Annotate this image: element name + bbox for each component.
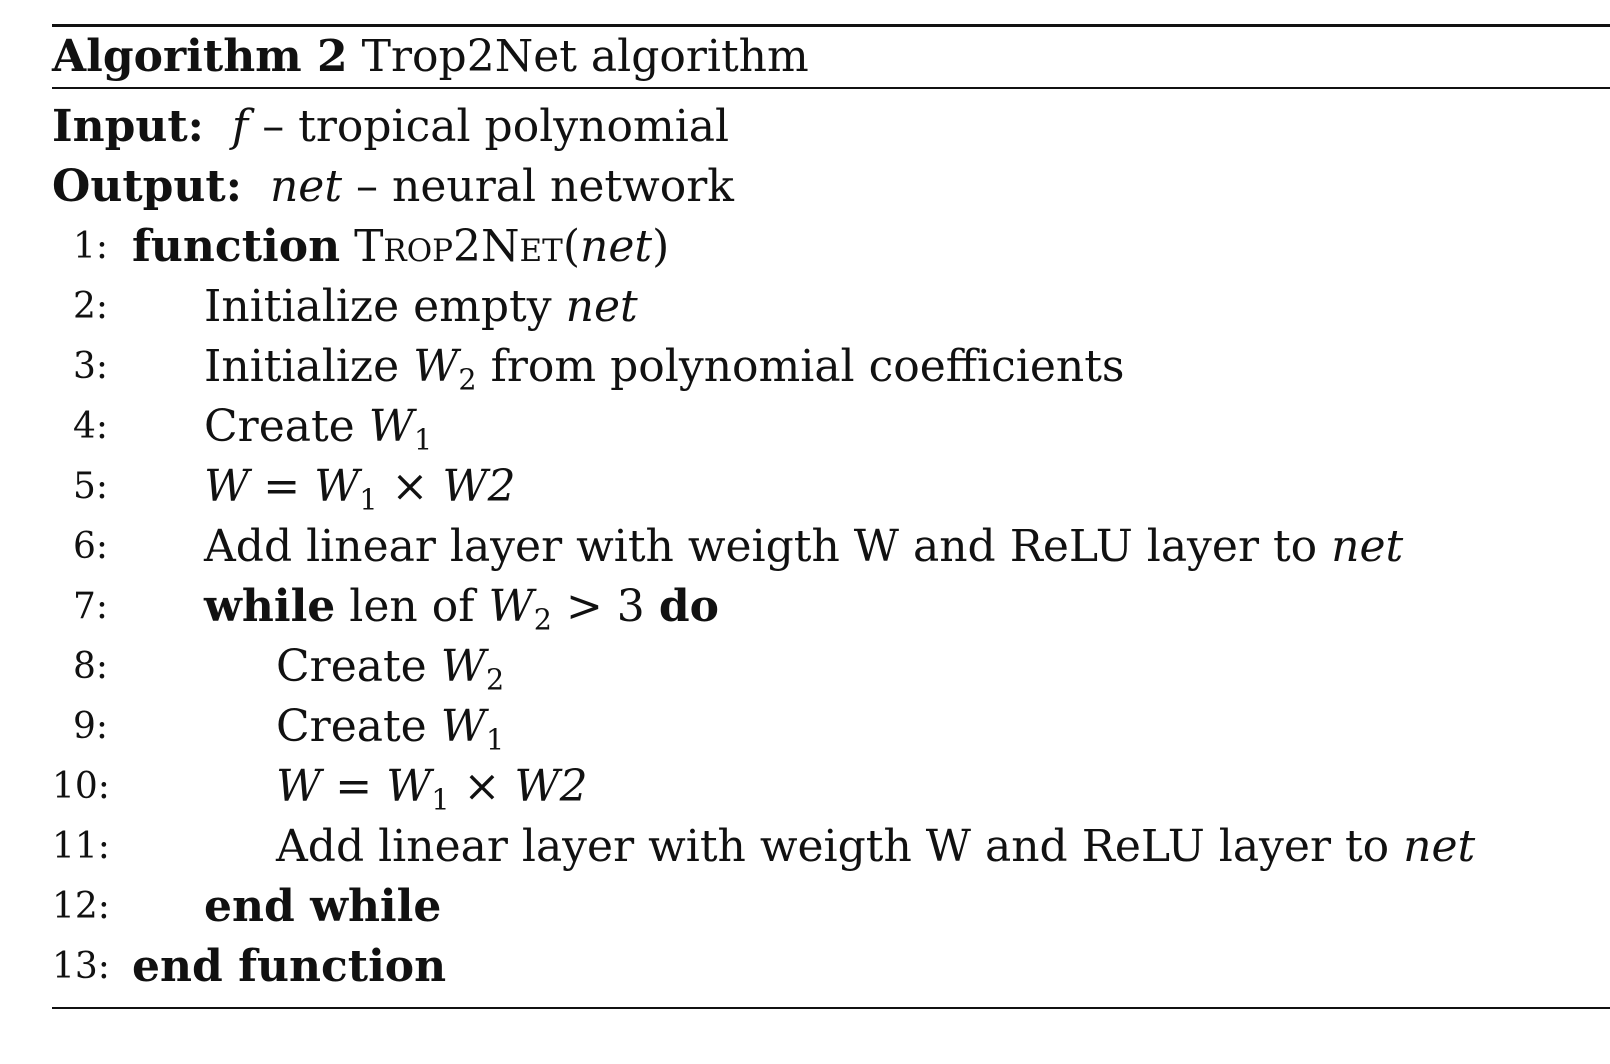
line-text: len of — [349, 581, 475, 632]
line-content: W = W1 × W2 — [276, 757, 588, 817]
algo-line: 13: end function — [52, 937, 1610, 997]
line-text: Create — [276, 641, 427, 692]
line-var: W — [314, 461, 360, 512]
algo-line: 12: end while — [52, 877, 1610, 937]
line-subscript: 1 — [359, 482, 378, 517]
line-number: 8: — [72, 646, 108, 687]
input-label: Input: — [52, 101, 204, 152]
paren-open: ( — [562, 221, 581, 272]
line-number: 7: — [72, 586, 108, 627]
paren-close: ) — [652, 221, 670, 272]
input-var: f — [231, 101, 249, 152]
line-subscript: 1 — [413, 422, 433, 457]
line-subscript: 2 — [533, 602, 552, 637]
line-content: Create W1 — [204, 397, 432, 457]
line-subscript: 1 — [485, 722, 505, 757]
algo-line: 2: Initialize empty net — [52, 277, 1610, 337]
output-desc: – neural network — [356, 161, 734, 212]
algo-line: 5: W = W1 × W2 — [52, 457, 1610, 517]
line-content: W = W1 × W2 — [204, 457, 516, 517]
equation-equals: = — [263, 461, 301, 512]
line-var: W — [488, 581, 534, 632]
line-number: 5: — [72, 466, 108, 507]
line-content: Create W1 — [276, 697, 504, 757]
algo-line: 6: Add linear layer with weigth W and Re… — [52, 517, 1610, 577]
output-label: Output: — [52, 161, 242, 212]
algorithm-caption: Algorithm 2 Trop2Net algorithm — [52, 27, 1610, 87]
line-text: Create — [204, 401, 355, 452]
line-var: net — [1331, 521, 1404, 572]
algo-line: 1: function Trop2Net(net) — [52, 217, 1610, 277]
output-var: net — [269, 161, 343, 212]
line-number: 3: — [72, 346, 108, 387]
line-content: Create W2 — [276, 637, 504, 697]
function-arg: net — [580, 221, 653, 272]
line-content: function Trop2Net(net) — [132, 217, 669, 277]
top-rule — [52, 24, 1610, 27]
line-text: Initialize empty — [204, 281, 552, 332]
equation-rhs: W2 — [514, 761, 588, 812]
line-number: 2: — [72, 286, 108, 327]
line-var: net — [565, 281, 638, 332]
line-var: net — [1403, 821, 1476, 872]
keyword: end while — [204, 881, 442, 932]
algorithm-block: Algorithm 2 Trop2Net algorithm Input: f … — [52, 24, 1610, 1009]
algo-line: 3: Initialize W2 from polynomial coeffic… — [52, 337, 1610, 397]
line-number: 13: — [52, 946, 110, 987]
line-text: Add linear layer with weigth W and ReLU … — [204, 521, 1318, 572]
line-text-post: from polynomial coefficients — [490, 341, 1125, 392]
caption-rule — [52, 87, 1610, 89]
line-var: W — [440, 641, 486, 692]
equation-equals: = — [335, 761, 373, 812]
equation-operator: × — [463, 761, 501, 812]
algo-line: 7: while len of W2 > 3 do — [52, 577, 1610, 637]
line-number: 9: — [72, 706, 108, 747]
line-var: W — [368, 401, 414, 452]
algo-line: 11: Add linear layer with weigth W and R… — [52, 817, 1610, 877]
line-var: W — [386, 761, 432, 812]
line-number: 6: — [72, 526, 108, 567]
keyword: function — [132, 221, 341, 272]
equation-rhs: W2 — [442, 461, 516, 512]
line-number: 11: — [52, 826, 110, 867]
algo-line: 9: Create W1 — [52, 697, 1610, 757]
algorithm-label: Algorithm 2 — [52, 31, 348, 82]
line-content: Add linear layer with weigth W and ReLU … — [276, 817, 1475, 877]
function-name: Trop2Net — [354, 221, 563, 272]
input-line: Input: f – tropical polynomial — [52, 97, 1610, 157]
line-subscript: 2 — [485, 662, 505, 697]
algo-line: 8: Create W2 — [52, 637, 1610, 697]
line-number: 1: — [72, 226, 108, 267]
line-number: 4: — [72, 406, 108, 447]
algo-line: 10: W = W1 × W2 — [52, 757, 1610, 817]
algo-line: 4: Create W1 — [52, 397, 1610, 457]
line-content: Add linear layer with weigth W and ReLU … — [204, 517, 1403, 577]
line-number: 12: — [52, 886, 110, 927]
line-var: W — [413, 341, 459, 392]
line-var: W — [440, 701, 486, 752]
comparison: > 3 — [565, 581, 645, 632]
algorithm-title: Trop2Net algorithm — [361, 31, 809, 82]
input-desc: – tropical polynomial — [262, 101, 730, 152]
line-subscript: 1 — [431, 782, 450, 817]
line-content: end function — [132, 937, 446, 997]
line-text: Initialize — [204, 341, 400, 392]
equation-operator: × — [391, 461, 429, 512]
line-subscript: 2 — [458, 362, 477, 397]
line-number: 10: — [52, 766, 110, 807]
keyword: end function — [132, 941, 447, 992]
line-text: Create — [276, 701, 427, 752]
line-content: Initialize W2 from polynomial coefficien… — [204, 337, 1124, 397]
line-content: end while — [204, 877, 441, 937]
line-content: while len of W2 > 3 do — [204, 577, 719, 637]
io-section: Input: f – tropical polynomial Output: n… — [52, 97, 1610, 217]
keyword-do: do — [658, 581, 719, 632]
equation-lhs: W — [276, 761, 322, 812]
line-text: Add linear layer with weigth W and ReLU … — [276, 821, 1390, 872]
bottom-rule — [52, 1007, 1610, 1009]
line-content: Initialize empty net — [204, 277, 638, 337]
keyword: while — [204, 581, 336, 632]
equation-lhs: W — [204, 461, 250, 512]
output-line: Output: net – neural network — [52, 157, 1610, 217]
